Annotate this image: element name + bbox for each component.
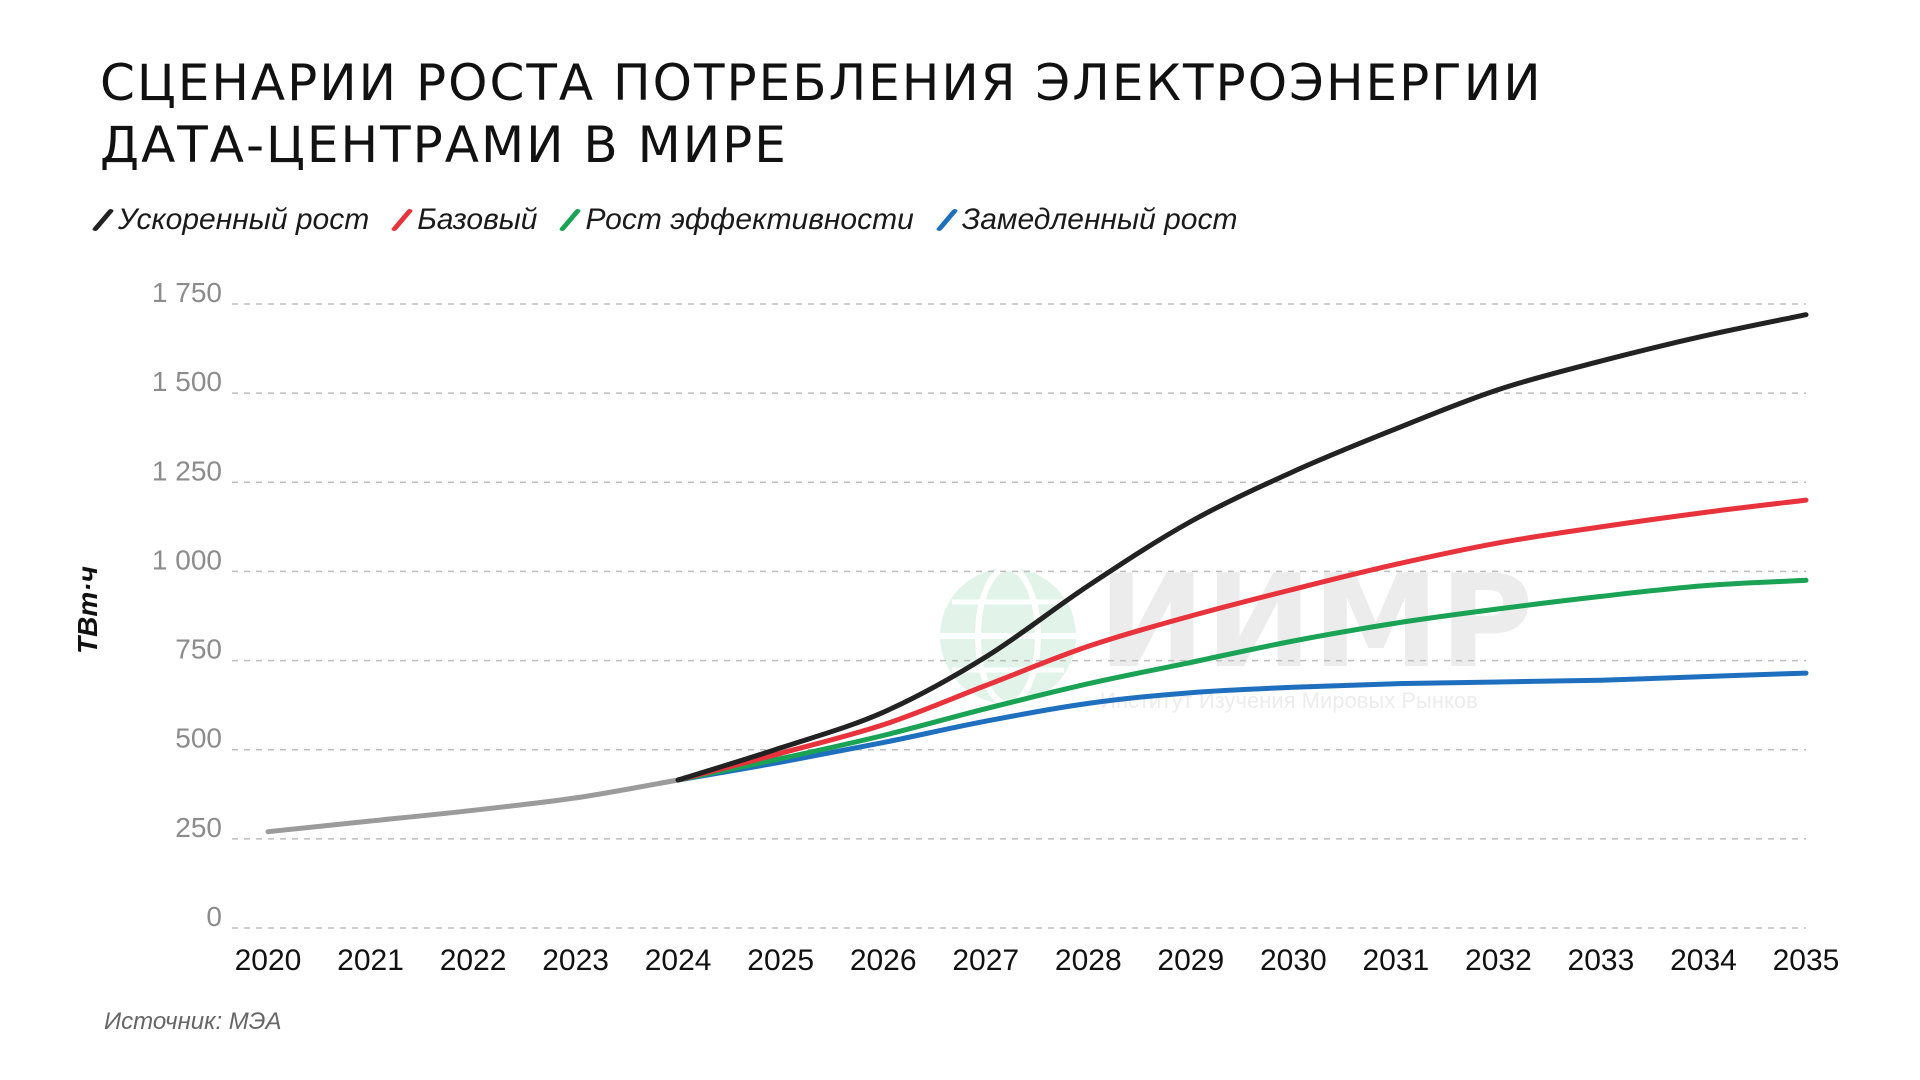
y-tick-label: 1 500	[152, 366, 222, 397]
y-tick-label: 0	[206, 901, 222, 932]
x-tick-label: 2021	[337, 944, 404, 977]
x-tick-label: 2020	[235, 944, 302, 977]
series-line-base	[675, 497, 1809, 783]
x-tick-label: 2034	[1670, 944, 1737, 977]
series-lines	[265, 312, 1809, 835]
x-tick-label: 2022	[440, 944, 507, 977]
y-tick-label: 250	[175, 812, 222, 843]
y-tick-label: 1 750	[152, 277, 222, 308]
x-tick-label: 2029	[1157, 944, 1224, 977]
x-tick-label: 2032	[1465, 944, 1532, 977]
series-line-history	[265, 777, 681, 835]
y-axis-ticks: 0 250 500 750 1 000 1 250 1 500 1 750	[152, 277, 222, 932]
x-tick-label: 2028	[1055, 944, 1122, 977]
legend-item-accelerated: Ускоренный рост	[91, 203, 370, 237]
x-tick-label: 2024	[645, 944, 712, 977]
legend-label-base: Базовый	[417, 203, 538, 236]
x-tick-label: 2031	[1362, 944, 1429, 977]
x-tick-label: 2035	[1773, 944, 1840, 977]
y-tick-label: 1 000	[152, 544, 222, 575]
y-tick-label: 750	[175, 634, 222, 665]
y-tick-label: 500	[175, 723, 222, 754]
globe-icon	[940, 565, 1076, 707]
x-tick-label: 2023	[542, 944, 609, 977]
legend-item-base: Базовый	[390, 203, 538, 237]
chart-title-line-1: Сценарии роста потребления электроэнерги…	[100, 54, 1543, 112]
source-note: Источник: МЭА	[104, 1008, 282, 1035]
y-tick-label: 1 250	[152, 455, 222, 486]
legend-item-slowed: Замедленный рост	[935, 203, 1238, 237]
series-line-accelerated	[675, 312, 1809, 783]
x-tick-label: 2026	[850, 944, 917, 977]
x-tick-label: 2033	[1568, 944, 1635, 977]
chart-title-line-2: дата-центрами в мире	[100, 116, 788, 174]
chart-title: Сценарии роста потребления электроэнерги…	[100, 52, 1600, 176]
x-tick-label: 2025	[747, 944, 814, 977]
grid	[232, 303, 1806, 929]
x-axis-ticks: 2020 2021 2022 2023 2024 2025 2026 2027 2028 2029…	[235, 944, 1840, 977]
series-line-efficiency	[675, 577, 1809, 783]
legend-label-slowed: Замедленный рост	[961, 203, 1238, 236]
legend-item-efficiency: Рост эффективности	[559, 203, 914, 237]
watermark-subtitle: Институт Изучения Мировых Рынков	[1100, 688, 1478, 713]
legend-label-efficiency: Рост эффективности	[585, 203, 914, 236]
chart-legend: Ускоренный рост Базовый Рост эффективнос…	[91, 203, 1238, 237]
legend-label-accelerated: Ускоренный рост	[118, 203, 370, 236]
x-tick-label: 2027	[952, 944, 1019, 977]
x-tick-label: 2030	[1260, 944, 1327, 977]
series-line-slowed	[675, 670, 1809, 783]
